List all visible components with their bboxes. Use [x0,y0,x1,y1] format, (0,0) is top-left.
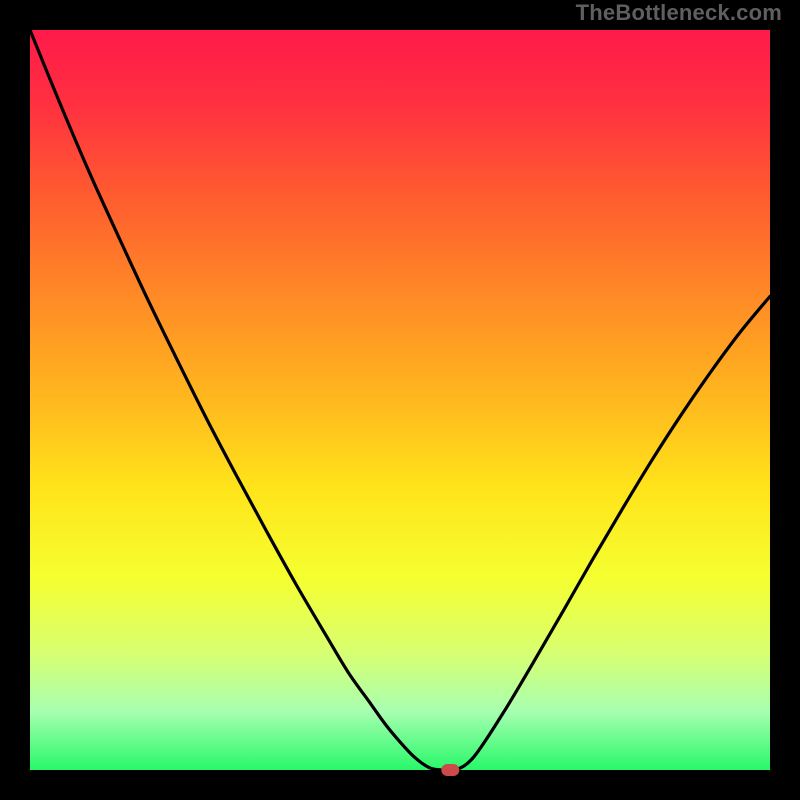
bottleneck-chart [0,0,800,800]
watermark-text: TheBottleneck.com [576,0,782,26]
optimal-point-marker [441,764,459,776]
chart-plot-bg [30,30,770,770]
